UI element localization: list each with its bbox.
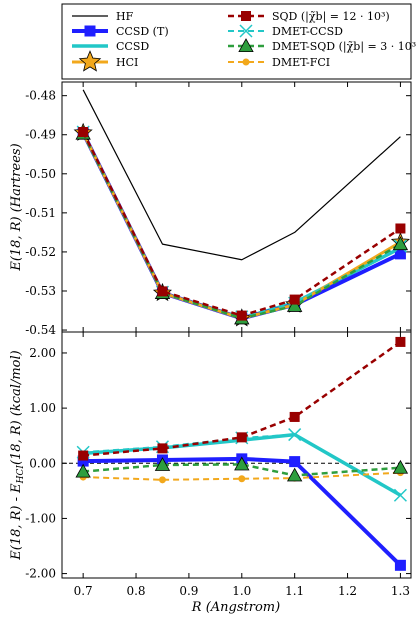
top-ytick-label: -0.53 [25, 284, 56, 298]
legend-label-dmet_sqd: DMET-SQD (|χ̃b| = 3 · 10³) [272, 40, 416, 54]
legend-dmet_ccsd-marker [239, 24, 253, 38]
top-ytick-label: -0.49 [25, 128, 56, 142]
bottom-plot-frame [61, 331, 412, 579]
legend-dmet_sqd-marker [238, 38, 254, 52]
bottom-dmet_sqd-marker [75, 463, 91, 478]
bottom-ytick-label: 1.00 [29, 401, 56, 415]
top-sqd-marker [236, 310, 247, 321]
top-plot-frame [61, 81, 412, 333]
bottom-dmet_sqd-marker [286, 467, 303, 482]
bottom-series-sqd [78, 336, 406, 461]
top-series-hci [73, 122, 410, 327]
bottom-sqd-marker [157, 443, 168, 454]
bottom-ccsdt-marker [394, 559, 406, 571]
bottom-dmet_sqd-marker [392, 459, 409, 474]
top-sqd-marker [289, 294, 300, 305]
top-series-dmet_sqd [75, 125, 409, 325]
xtick-label: 1.3 [391, 584, 410, 598]
legend-label-ccsdt: CCSD (T) [116, 25, 169, 38]
legend-item-dmet_ccsd: DMET-CCSD [228, 24, 343, 38]
bottom-sqd-marker [395, 336, 406, 347]
bottom-dmet_fci-marker [238, 475, 246, 483]
legend-item-dmet_fci: DMET-FCI [228, 56, 330, 69]
top-panel: -0.48 -0.49 -0.50 -0.51 -0.52 -0.53 -0.54 E(18… [9, 81, 412, 337]
xtick-label: 1.2 [338, 584, 357, 598]
top-dmet_sqd-marker [392, 236, 409, 251]
top-y-axis-label: E(18, R) (Hartrees) [9, 143, 24, 271]
legend-label-ccsd: CCSD [116, 40, 149, 53]
top-ytick-label: -0.50 [25, 167, 56, 181]
legend-item-ccsd: CCSD [72, 40, 149, 53]
legend-label-dmet_fci: DMET-FCI [272, 56, 330, 69]
x-axis-label: R (Angstrom) [191, 600, 280, 615]
bottom-panel: 2.00 1.00 0.00 -1.00 -2.00 0.7 0.8 0.9 1.0 1.1 1.2… [9, 331, 412, 615]
bottom-ytick-label: -2.00 [25, 567, 56, 581]
top-series-sqd [78, 127, 406, 321]
bottom-dmet_ccsd-marker [288, 428, 302, 442]
bottom-ccsdt-marker [289, 456, 301, 468]
xtick-label: 0.7 [74, 584, 93, 598]
top-sqd-marker [78, 127, 89, 137]
legend-item-ccsdt: CCSD (T) [72, 25, 169, 38]
top-line-hf [82, 89, 401, 261]
bottom-line-dmet_ccsd [83, 433, 401, 497]
top-series-hf [82, 89, 401, 261]
top-dmet_sqd-marker [286, 298, 303, 312]
legend-label-sqd: SQD (|χ̃b| = 12 · 10³) [272, 10, 390, 24]
legend-item-dmet_sqd: DMET-SQD (|χ̃b| = 3 · 10³) [228, 38, 416, 54]
bottom-dmet_sqd-marker [154, 457, 171, 471]
bottom-line-dmet_fci [83, 471, 401, 481]
legend-item-sqd: SQD (|χ̃b| = 12 · 10³) [228, 10, 390, 24]
legend-hci-marker [78, 50, 102, 72]
legend-item-hf: HF [72, 10, 134, 23]
bottom-dmet_sqd-marker [234, 456, 250, 471]
legend-sqd-marker [241, 11, 251, 21]
top-ytick-label: -0.48 [25, 89, 56, 103]
top-ytick-label: -0.54 [25, 323, 56, 337]
bottom-ytick-label: 2.00 [29, 346, 56, 360]
xtick-label: 0.8 [126, 584, 145, 598]
bottom-ytick-label: -1.00 [25, 511, 56, 525]
bottom-line-dmet_sqd [83, 463, 401, 477]
bottom-sqd-marker [289, 411, 300, 422]
legend-frame [61, 3, 412, 80]
legend-label-hf: HF [116, 10, 134, 23]
bottom-dmet_fci-marker [158, 476, 166, 484]
xtick-label: 0.9 [179, 584, 198, 598]
bottom-line-ccsdt [83, 456, 402, 567]
bottom-line-sqd [83, 340, 402, 457]
legend-dmet_fci-marker [242, 58, 250, 66]
top-ytick-label: -0.52 [25, 245, 56, 259]
top-sqd-marker [395, 223, 406, 234]
legend-label-dmet_ccsd: DMET-CCSD [272, 25, 343, 38]
xtick-label: 1.1 [285, 584, 304, 598]
bottom-y-axis-label: E(18, R) - EHCI(18, R) (kcal/mol) [9, 350, 26, 560]
bottom-sqd-marker [236, 432, 247, 443]
bottom-ytick-label: 0.00 [29, 456, 56, 470]
top-series-ccsdt [77, 127, 406, 324]
top-sqd-marker [157, 286, 168, 297]
legend-item-hci: HCI [72, 50, 138, 72]
bottom-sqd-marker [78, 450, 89, 461]
bottom-dmet_ccsd-marker [393, 488, 407, 502]
top-ytick-label: -0.51 [25, 206, 56, 220]
xtick-label: 1.0 [232, 584, 251, 598]
legend-ccsdt-marker [84, 25, 96, 37]
top-line-sqd [82, 131, 402, 317]
legend-label-hci: HCI [116, 56, 138, 69]
bottom-series-dmet_sqd [75, 456, 409, 482]
